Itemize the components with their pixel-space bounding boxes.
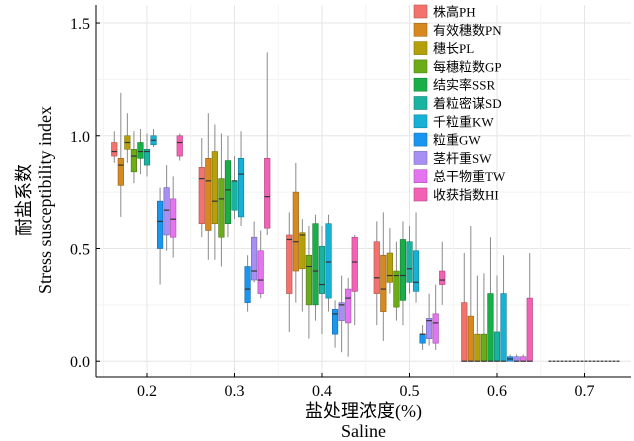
box	[137, 142, 144, 159]
legend-label: 总干物重TW	[433, 169, 506, 184]
box	[406, 241, 413, 283]
box	[439, 270, 446, 285]
box	[292, 191, 299, 272]
legend-label: 穗长PL	[433, 41, 474, 56]
box	[231, 180, 238, 211]
y-axis-title: 耐盐系数	[14, 164, 34, 236]
box	[345, 288, 352, 324]
legend-swatch	[413, 114, 428, 129]
box	[338, 302, 345, 321]
x-axis-title: 盐处理浓度(%)	[305, 401, 422, 422]
x-tick-label: 0.6	[487, 383, 507, 400]
box	[130, 148, 137, 173]
box	[419, 333, 426, 344]
plot-area	[111, 52, 621, 362]
legend-label: 每穗粒数GP	[433, 59, 502, 74]
box	[493, 331, 501, 362]
box	[474, 333, 481, 362]
box	[399, 239, 407, 301]
x-axis-title-en: Saline	[341, 421, 386, 441]
box	[170, 198, 177, 238]
box	[526, 297, 533, 362]
box	[218, 178, 225, 238]
box	[111, 142, 118, 157]
box	[386, 252, 393, 283]
grid-lines	[96, 5, 631, 377]
legend-label: 千粒重KW	[433, 114, 494, 129]
x-tick-label: 0.7	[575, 383, 595, 400]
box	[487, 293, 494, 362]
x-tick-label: 0.3	[225, 383, 245, 400]
box	[325, 223, 332, 299]
legend-swatch	[413, 59, 428, 74]
legend-swatch	[413, 96, 428, 110]
y-tick-label: 1.5	[70, 16, 90, 33]
y-tick-label: 0.5	[70, 241, 90, 258]
box	[312, 223, 319, 306]
legend-label: 有效穗数PN	[433, 23, 502, 38]
box	[251, 236, 258, 281]
box	[143, 148, 151, 166]
legend-swatch	[413, 169, 428, 183]
legend-label: 粒重GW	[433, 133, 481, 148]
box	[299, 232, 306, 270]
y-tick-label: 0.0	[70, 354, 90, 371]
box	[432, 313, 439, 344]
axis-titles: 盐处理浓度(%)Saline 耐盐系数 Stress susceptibility …	[14, 106, 422, 441]
legend-label: 着粒密谋SD	[433, 96, 502, 111]
box	[305, 254, 312, 306]
box	[480, 333, 487, 362]
box	[426, 318, 433, 339]
box	[163, 187, 170, 236]
legend-swatch	[413, 4, 428, 19]
box	[351, 236, 358, 292]
legend: 株高PH 有效穗数PN 穗长PL 每穗粒数GP 结实率SSR 着粒密谋SD 千粒重KW 粒重G…	[413, 4, 506, 203]
box	[211, 151, 218, 224]
y-tick-label: 1.0	[70, 129, 90, 146]
box	[412, 250, 420, 292]
x-tick-label: 0.4	[312, 383, 332, 400]
box	[117, 158, 124, 186]
legend-swatch	[413, 151, 428, 165]
legend-swatch	[413, 132, 428, 147]
box	[176, 135, 183, 157]
box	[393, 270, 400, 308]
x-tick-label: 0.5	[400, 383, 420, 400]
box	[157, 200, 164, 249]
box	[244, 266, 251, 303]
axes	[95, 5, 631, 378]
legend-swatch	[413, 41, 428, 55]
box	[224, 160, 232, 224]
box	[198, 167, 205, 224]
box	[205, 158, 212, 231]
legend-swatch	[413, 22, 428, 37]
box	[237, 158, 245, 218]
box	[257, 250, 264, 294]
box	[467, 315, 474, 362]
box	[461, 302, 468, 362]
box	[286, 234, 293, 294]
box	[513, 356, 520, 362]
box	[318, 245, 326, 294]
legend-swatch	[413, 77, 428, 92]
box	[373, 241, 380, 294]
legend-label: 茎杆重SW	[433, 151, 492, 166]
box	[520, 356, 527, 362]
box	[380, 254, 387, 312]
x-tick-label: 0.2	[137, 383, 157, 400]
legend-label: 收获指数HI	[433, 188, 499, 203]
y-axis-title-en: Stress susceptibility index	[35, 106, 55, 294]
box	[264, 158, 271, 229]
tick-labels: 0.0 0.5 1.0 1.5 0.2 0.3 0.4 0.5 0.6 0.7	[70, 16, 595, 400]
box	[332, 309, 339, 335]
box	[500, 293, 507, 362]
legend-swatch	[413, 187, 428, 202]
legend-label: 株高PH	[433, 5, 476, 20]
legend-label: 结实率SSR	[433, 78, 495, 93]
